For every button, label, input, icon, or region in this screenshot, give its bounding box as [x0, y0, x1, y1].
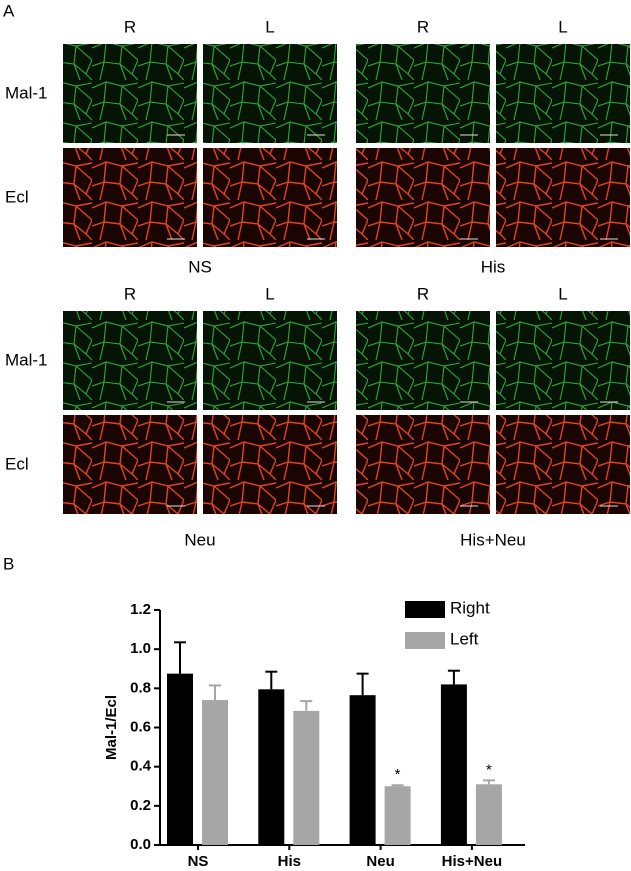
micrograph — [63, 311, 197, 410]
micrograph — [496, 415, 630, 514]
bar — [293, 710, 320, 845]
y-tick-label: 1.0 — [130, 640, 151, 657]
micrograph — [203, 311, 337, 410]
micrograph — [63, 44, 197, 143]
row-label: Mal-1 — [5, 83, 48, 102]
x-tick-label: Neu — [366, 853, 394, 870]
bar — [440, 684, 467, 845]
column-label: L — [265, 17, 274, 36]
significance-marker: * — [395, 766, 401, 783]
micrograph — [496, 44, 630, 143]
micrograph — [356, 148, 490, 247]
micrograph — [356, 415, 490, 514]
column-label: R — [124, 284, 136, 303]
group-label: Neu — [184, 530, 215, 549]
column-label: R — [124, 17, 136, 36]
bar — [167, 673, 193, 845]
micrograph — [63, 148, 197, 247]
group-label: NS — [188, 257, 212, 276]
micrograph — [356, 44, 490, 143]
y-tick-label: 0.6 — [130, 718, 151, 735]
y-tick-label: 0.2 — [130, 797, 151, 814]
column-label: R — [417, 284, 429, 303]
micrograph — [496, 311, 630, 410]
bar — [384, 786, 411, 845]
panel-label: B — [3, 554, 14, 573]
y-tick-label: 0.4 — [130, 758, 152, 775]
row-label: Ecl — [5, 187, 29, 206]
group-label: His — [481, 257, 506, 276]
row-label: Mal-1 — [5, 350, 48, 369]
x-tick-label: His+Neu — [442, 853, 502, 870]
panel-label: A — [3, 1, 15, 20]
bar — [202, 700, 228, 845]
y-axis-label: Mal-1/Ecl — [103, 695, 120, 760]
bar — [349, 695, 376, 845]
bar — [475, 784, 502, 845]
micrograph — [356, 311, 490, 410]
group-label: His+Neu — [460, 530, 526, 549]
legend-label: Right — [450, 598, 490, 617]
legend-label: Left — [450, 629, 479, 648]
column-label: L — [558, 17, 567, 36]
micrograph — [496, 148, 630, 247]
legend-swatch — [405, 632, 445, 649]
legend-swatch — [405, 601, 445, 618]
y-tick-label: 0.8 — [130, 679, 151, 696]
micrograph — [203, 44, 337, 143]
significance-marker: * — [486, 761, 492, 778]
column-label: R — [417, 17, 429, 36]
micrograph — [63, 415, 197, 514]
row-label: Ecl — [5, 454, 29, 473]
x-tick-label: His — [278, 853, 301, 870]
micrograph — [203, 148, 337, 247]
y-tick-label: 0.0 — [130, 836, 151, 853]
bar — [258, 689, 285, 845]
micrograph — [203, 415, 337, 514]
column-label: L — [265, 284, 274, 303]
x-tick-label: NS — [188, 853, 209, 870]
column-label: L — [558, 284, 567, 303]
y-tick-label: 1.2 — [130, 601, 151, 618]
